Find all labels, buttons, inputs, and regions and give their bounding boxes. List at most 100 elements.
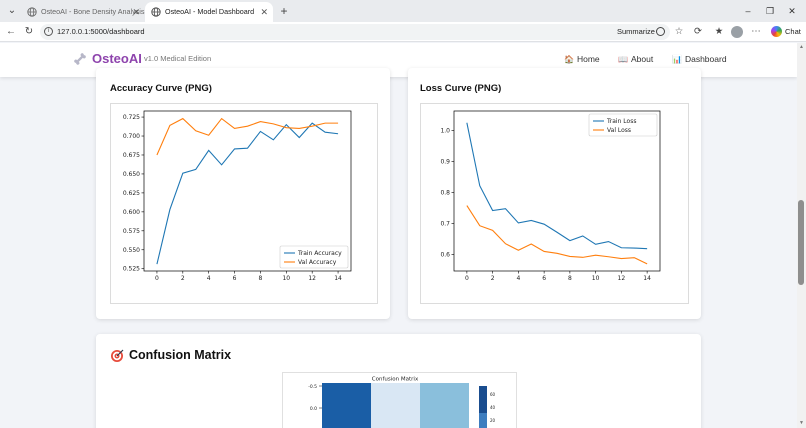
legend-box (279, 245, 349, 269)
globe-icon (27, 7, 37, 17)
x-tick-label: 8 (568, 275, 572, 282)
back-icon[interactable]: ← (6, 26, 16, 37)
x-tick-label: 14 (643, 275, 651, 282)
chart-icon: 📊 (672, 55, 682, 64)
confusion-cell-1 (371, 383, 420, 428)
cm-y-tick-label: 0.0 (310, 406, 317, 412)
tab-title: OsteoAI - Bone Density Analysis (41, 7, 145, 16)
x-tick-label: 6 (542, 275, 546, 282)
y-tick-label: 0.625 (123, 190, 140, 197)
info-icon[interactable]: i (44, 27, 53, 36)
legend-label-1: Val Loss (607, 127, 631, 134)
star-icon[interactable]: ☆ (674, 26, 684, 37)
loss-card-title: Loss Curve (PNG) (420, 83, 502, 94)
tab-title: OsteoAI - Model Dashboard (165, 7, 255, 16)
nav-dashboard-label: Dashboard (684, 54, 727, 64)
chat-button[interactable]: Chat (785, 27, 801, 36)
nav-home[interactable]: 🏠 Home (564, 53, 600, 66)
series-line-1 (466, 205, 648, 265)
more-menu-icon[interactable]: ⋯ (751, 26, 761, 37)
x-tick-label: 2 (181, 275, 185, 282)
page-viewport: OsteoAI v1.0 Medical Edition 🏠 Home 📖 Abou… (0, 43, 797, 428)
close-window-icon[interactable]: ✕ (788, 6, 796, 16)
favorites-icon[interactable]: ★ (714, 26, 724, 37)
scroll-up-icon[interactable]: ▲ (799, 44, 804, 50)
cm-y-tick-label: -0.5 (308, 384, 317, 390)
x-tick-label: 2 (491, 275, 495, 282)
x-tick-label: 12 (308, 275, 316, 282)
y-tick-label: 0.550 (123, 247, 140, 254)
colorbar (479, 386, 487, 428)
nav-home-label: Home (576, 54, 600, 64)
x-tick-label: 0 (465, 275, 469, 282)
confusion-cell-2 (420, 383, 469, 428)
colorbar-tick-label: 40 (490, 405, 496, 410)
y-tick-label: 0.575 (123, 228, 140, 235)
colorbar-tick-label: 20 (490, 418, 496, 423)
series-line-0 (156, 122, 339, 265)
summarize-button[interactable]: Summarize (617, 27, 655, 36)
reload-icon[interactable]: ↻ (24, 26, 34, 37)
y-tick-label: 0.7 (440, 221, 450, 228)
x-tick-label: 14 (334, 275, 342, 282)
confusion-plot-frame: Confusion Matrix -0.5 0.0 60 40 20 (282, 372, 517, 428)
y-tick-label: 0.600 (123, 209, 140, 216)
colorbar-tick-label: 60 (490, 392, 496, 397)
nav-dashboard[interactable]: 📊 Dashboard (672, 53, 727, 66)
y-tick-label: 1.0 (440, 128, 450, 135)
legend-label-0: Train Accuracy (297, 250, 342, 257)
x-tick-label: 12 (618, 275, 626, 282)
y-tick-label: 0.525 (123, 266, 140, 273)
nav-about[interactable]: 📖 About (618, 53, 653, 66)
page-scrollbar[interactable]: ▲ ▼ (797, 43, 806, 428)
y-tick-label: 0.9 (440, 159, 450, 166)
confusion-matrix-chart: Confusion Matrix -0.5 0.0 60 40 20 (308, 377, 496, 428)
plot-axes-frame (453, 110, 661, 272)
close-tab-icon[interactable]: ✕ (132, 7, 140, 17)
profile-avatar[interactable] (731, 26, 743, 38)
x-tick-label: 4 (207, 275, 211, 282)
tab-actions-icon[interactable]: ⌄ (7, 5, 17, 16)
book-icon: 📖 (618, 55, 628, 64)
colorbar-lower (479, 413, 487, 428)
scroll-thumb[interactable] (798, 200, 804, 285)
confusion-chart-title: Confusion Matrix (372, 377, 419, 383)
scroll-down-icon[interactable]: ▼ (799, 420, 804, 426)
loss-chart: 0 2 4 6 8 10 12 14 0.6 0.7 0.8 0.9 1.0 Train Loss Val … (440, 110, 661, 282)
x-tick-label: 4 (516, 275, 520, 282)
y-tick-label: 0.650 (123, 171, 140, 178)
brand-logo-text[interactable]: OsteoAI (92, 51, 142, 66)
y-tick-label: 0.700 (123, 133, 140, 140)
legend-box (588, 113, 658, 137)
confusion-cell-0 (322, 383, 371, 428)
legend-label-1: Val Accuracy (298, 259, 337, 266)
y-tick-label: 0.8 (440, 190, 450, 197)
series-line-1 (156, 117, 339, 156)
minimize-icon[interactable]: – (745, 6, 751, 16)
edition-label: v1.0 Medical Edition (144, 54, 212, 63)
url-field[interactable]: i 127.0.0.1:5000/dashboard (40, 24, 670, 40)
address-bar: ← ↻ i 127.0.0.1:5000/dashboard (0, 22, 806, 42)
accuracy-plot-frame: 0 2 4 6 8 10 12 14 0.525 0.550 0.575 0.600 0.625 0.65… (110, 103, 378, 304)
confusion-section-title: Confusion Matrix (129, 348, 232, 362)
browser-tab-active[interactable]: OsteoAI - Model Dashboard ✕ (145, 2, 273, 22)
bone-icon (74, 53, 86, 65)
new-tab-icon[interactable]: + (280, 4, 288, 18)
copilot-icon[interactable] (771, 26, 782, 37)
y-tick-label: 0.6 (440, 252, 450, 259)
plot-axes-frame (143, 110, 352, 272)
extensions-icon[interactable]: ⟳ (694, 26, 702, 37)
close-tab-icon[interactable]: ✕ (260, 7, 268, 17)
browser-tab-inactive[interactable]: OsteoAI - Bone Density Analysis ✕ (21, 2, 145, 22)
globe-icon (151, 7, 161, 17)
loss-plot-frame: 0 2 4 6 8 10 12 14 0.6 0.7 0.8 0.9 1.0 Train Loss Val … (420, 103, 689, 304)
x-tick-label: 6 (233, 275, 237, 282)
y-tick-label: 0.725 (123, 114, 140, 121)
summarize-icon[interactable] (656, 27, 665, 36)
restore-icon[interactable]: ❐ (765, 6, 775, 16)
nav-about-label: About (630, 54, 654, 64)
x-tick-label: 10 (282, 275, 290, 282)
home-icon: 🏠 (564, 55, 574, 64)
accuracy-card-title: Accuracy Curve (PNG) (110, 83, 212, 94)
accuracy-chart: 0 2 4 6 8 10 12 14 0.525 0.550 0.575 0.600 0.625 0.65… (123, 110, 352, 282)
